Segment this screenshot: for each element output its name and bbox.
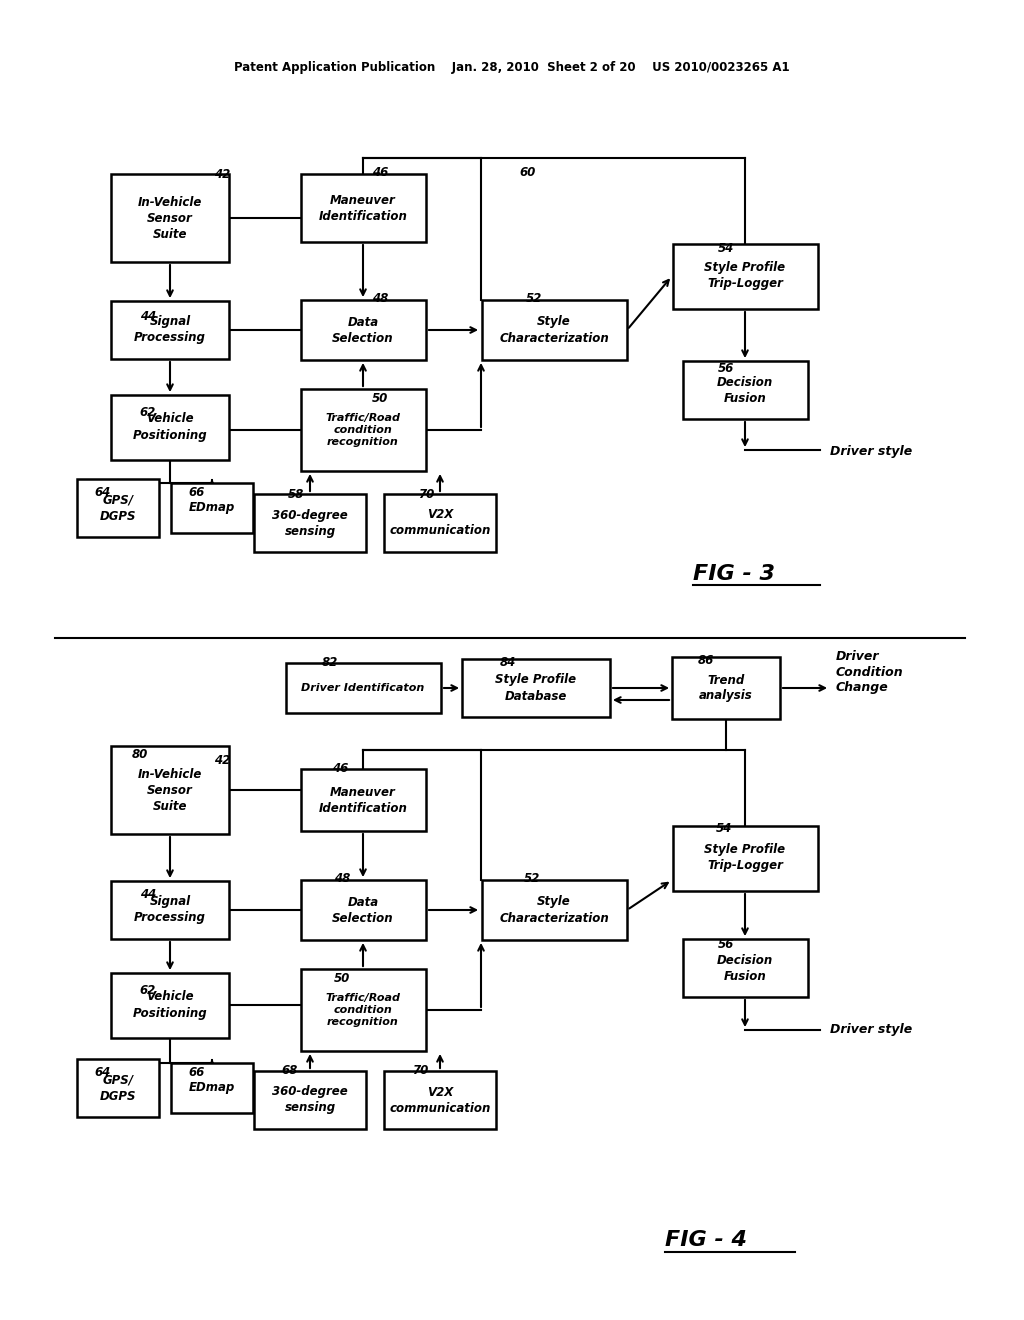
Text: 68: 68 (282, 1064, 298, 1077)
Bar (384, 1071, 496, 1129)
Text: 50: 50 (372, 392, 388, 404)
Bar (254, 494, 366, 552)
Text: Data
Selection: Data Selection (332, 315, 394, 345)
Text: 50: 50 (334, 972, 350, 985)
Text: 48: 48 (372, 292, 388, 305)
Text: 46: 46 (332, 762, 348, 775)
Text: 52: 52 (524, 871, 540, 884)
Text: 54: 54 (718, 242, 734, 255)
Text: 62: 62 (140, 983, 156, 997)
Text: Maneuver
Identification: Maneuver Identification (318, 194, 408, 223)
Text: EDmap: EDmap (188, 502, 236, 515)
Text: 80: 80 (132, 748, 148, 762)
Text: Trend
analysis: Trend analysis (699, 673, 753, 702)
Bar (171, 1063, 253, 1113)
Text: Driver Identificaton: Driver Identificaton (301, 682, 425, 693)
Text: In-Vehicle
Sensor
Suite: In-Vehicle Sensor Suite (138, 767, 202, 813)
Text: 82: 82 (322, 656, 338, 668)
Text: Traffic/Road
condition
recognition: Traffic/Road condition recognition (326, 993, 400, 1027)
Bar (111, 301, 229, 359)
Text: 56: 56 (718, 939, 734, 952)
Text: 44: 44 (140, 309, 156, 322)
Bar (77, 479, 159, 537)
Bar (171, 483, 253, 533)
Text: Driver style: Driver style (830, 446, 912, 458)
Text: 70: 70 (412, 1064, 428, 1077)
Text: Patent Application Publication    Jan. 28, 2010  Sheet 2 of 20    US 2010/002326: Patent Application Publication Jan. 28, … (234, 62, 790, 74)
Text: 64: 64 (95, 486, 112, 499)
Bar (300, 300, 426, 360)
Bar (673, 825, 817, 891)
Text: 48: 48 (334, 871, 350, 884)
Text: 42: 42 (214, 169, 230, 181)
Text: Style Profile
Database: Style Profile Database (496, 673, 577, 702)
Text: 84: 84 (500, 656, 516, 668)
Text: 66: 66 (188, 1065, 205, 1078)
Bar (77, 1059, 159, 1117)
Text: 66: 66 (188, 486, 205, 499)
Text: 46: 46 (372, 166, 388, 180)
Text: Style
Characterization: Style Characterization (499, 315, 609, 345)
Text: Signal
Processing: Signal Processing (134, 315, 206, 345)
Bar (300, 174, 426, 242)
Text: 360-degree
sensing: 360-degree sensing (272, 508, 348, 537)
Bar (683, 939, 808, 997)
Bar (384, 494, 496, 552)
Text: Driver
Condition
Change: Driver Condition Change (836, 651, 903, 693)
Bar (300, 969, 426, 1051)
Text: 58: 58 (288, 487, 304, 500)
Bar (111, 395, 229, 459)
Bar (300, 389, 426, 471)
Text: Traffic/Road
condition
recognition: Traffic/Road condition recognition (326, 413, 400, 447)
Bar (111, 746, 229, 834)
Bar (481, 300, 627, 360)
Text: Style Profile
Trip-Logger: Style Profile Trip-Logger (705, 261, 785, 290)
Text: 86: 86 (698, 653, 714, 667)
Text: Vehicle
Positioning: Vehicle Positioning (133, 412, 207, 441)
Text: FIG - 4: FIG - 4 (665, 1230, 746, 1250)
Bar (683, 360, 808, 418)
Bar (462, 659, 610, 717)
Text: Maneuver
Identification: Maneuver Identification (318, 785, 408, 814)
Text: GPS/
DGPS: GPS/ DGPS (99, 1073, 136, 1102)
Text: 52: 52 (526, 292, 542, 305)
Bar (300, 770, 426, 832)
Text: 54: 54 (716, 821, 732, 834)
Bar (111, 880, 229, 939)
Text: Vehicle
Positioning: Vehicle Positioning (133, 990, 207, 1019)
Text: 56: 56 (718, 362, 734, 375)
Text: Driver style: Driver style (830, 1023, 912, 1036)
Text: 64: 64 (95, 1065, 112, 1078)
Bar (481, 880, 627, 940)
Text: Signal
Processing: Signal Processing (134, 895, 206, 924)
Text: V2X
communication: V2X communication (389, 1085, 490, 1114)
Bar (673, 243, 817, 309)
Text: Decision
Fusion: Decision Fusion (717, 953, 773, 982)
Bar (111, 174, 229, 261)
Bar (111, 973, 229, 1038)
Bar (254, 1071, 366, 1129)
Bar (286, 663, 440, 713)
Text: Data
Selection: Data Selection (332, 895, 394, 924)
Text: 44: 44 (140, 888, 156, 902)
Text: Style
Characterization: Style Characterization (499, 895, 609, 924)
Text: 360-degree
sensing: 360-degree sensing (272, 1085, 348, 1114)
Text: Style Profile
Trip-Logger: Style Profile Trip-Logger (705, 843, 785, 873)
Text: EDmap: EDmap (188, 1081, 236, 1094)
Bar (300, 880, 426, 940)
Text: 62: 62 (140, 405, 156, 418)
Text: 42: 42 (214, 754, 230, 767)
Text: In-Vehicle
Sensor
Suite: In-Vehicle Sensor Suite (138, 195, 202, 240)
Text: V2X
communication: V2X communication (389, 508, 490, 537)
Bar (672, 657, 780, 719)
Text: 60: 60 (520, 165, 537, 178)
Text: Decision
Fusion: Decision Fusion (717, 375, 773, 404)
Text: GPS/
DGPS: GPS/ DGPS (99, 494, 136, 523)
Text: FIG - 3: FIG - 3 (693, 564, 775, 583)
Text: 70: 70 (418, 487, 434, 500)
